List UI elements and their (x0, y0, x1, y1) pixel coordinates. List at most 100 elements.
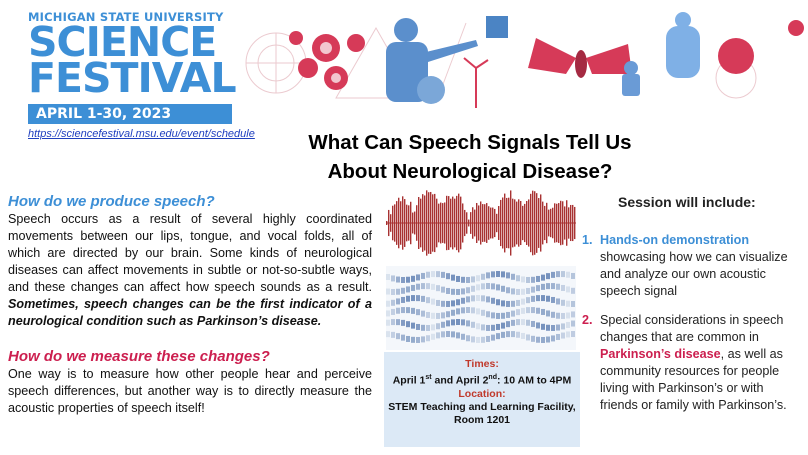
spectrogram-cell (421, 283, 425, 290)
heading-produce-speech: How do we produce speech? (8, 193, 215, 210)
waveform-bar (566, 200, 568, 246)
spectrogram-cell (551, 335, 555, 342)
spectrogram-cell (571, 331, 575, 338)
spectrogram-cell (391, 288, 395, 295)
session-item-2-text-a: Special considerations in speech changes… (600, 313, 784, 344)
waveform-bar (416, 205, 418, 241)
spectrogram-cell (536, 307, 540, 314)
spectrogram-cell (541, 308, 545, 315)
spectrogram-cell (471, 276, 475, 283)
spectrogram-cell (536, 285, 540, 292)
waveform-bar (402, 196, 404, 250)
spectrogram-cell (466, 296, 470, 303)
spectrogram-cell (426, 297, 430, 304)
waveform-bar (498, 206, 500, 240)
science-collage-illustration (245, 12, 804, 108)
times-value: April 1st and April 2nd: 10 AM to 4PM (392, 374, 572, 387)
waveform-bar (440, 202, 442, 244)
spectrogram-cell (391, 299, 395, 306)
spectrogram-cell (531, 307, 535, 314)
waveform-bar (430, 191, 432, 255)
waveform-bar (502, 197, 504, 249)
spectrogram-cell (431, 324, 435, 331)
spectrogram-cell (466, 335, 470, 342)
spectrogram-cell (411, 275, 415, 282)
spectrogram-cell (516, 309, 520, 316)
waveform-bar (394, 204, 396, 242)
session-heading: Session will include: (618, 194, 756, 210)
spectrogram-cell (491, 271, 495, 278)
waveform-bar (448, 196, 450, 250)
spectrogram-cell (496, 333, 500, 340)
spectrogram-cell (561, 284, 565, 291)
spectrogram-cell (526, 334, 530, 341)
spectrogram-cell (391, 319, 395, 326)
spectrogram-cell (406, 335, 410, 342)
spectrogram-cell (406, 307, 410, 314)
waveform-bar (516, 201, 518, 245)
spectrogram-cell (481, 295, 485, 302)
spectrogram-cell (511, 273, 515, 280)
spectrogram-cell (466, 320, 470, 327)
spectrogram-cell (416, 283, 420, 290)
waveform-bar (522, 205, 524, 241)
waveform-bar (398, 197, 400, 249)
spectrogram-cell (461, 307, 465, 314)
spectrogram-cell (431, 333, 435, 340)
waveform-bar (552, 207, 554, 239)
spectrogram-cell (561, 312, 565, 319)
spectrogram-cell (436, 271, 440, 278)
spectrogram-cell (441, 331, 445, 338)
spectrogram-cell (481, 324, 485, 331)
waveform-bar (460, 196, 462, 250)
spectrogram-cell (531, 335, 535, 342)
spectrogram-cell (411, 307, 415, 314)
spectrogram-cell (496, 284, 500, 291)
spectrogram-cell (551, 324, 555, 331)
spectrogram-cell (521, 332, 525, 339)
waveform-bar (452, 196, 454, 250)
waveform-bar (470, 212, 472, 234)
spectrogram-cell (401, 307, 405, 314)
spectrogram-cell (571, 311, 575, 318)
spectrogram-cell (451, 274, 455, 281)
spectrogram-cell (431, 283, 435, 290)
spectrogram-cell (411, 336, 415, 343)
spectrogram-cell (491, 312, 495, 319)
waveform-bar (496, 213, 498, 233)
session-item-2-number: 2. (582, 313, 593, 327)
spectrogram-cell (481, 283, 485, 290)
spectrogram-cell (471, 295, 475, 302)
spectrogram-cell (436, 323, 440, 330)
session-item-2-highlight: Parkinson’s disease (600, 347, 721, 361)
waveform-bar (542, 201, 544, 245)
spectrogram-cell (506, 300, 510, 307)
festival-dates: APRIL 1-30, 2023 (28, 104, 232, 124)
spectrogram-cell (521, 276, 525, 283)
waveform-bar (530, 193, 532, 253)
schedule-link[interactable]: https://sciencefestival.msu.edu/event/sc… (28, 128, 255, 140)
spectrogram-cell (401, 334, 405, 341)
waveform-bar (538, 198, 540, 248)
waveform-bar (458, 193, 460, 253)
spectrogram-cell (451, 309, 455, 316)
spectrogram-cell (411, 295, 415, 302)
spectrogram-cell (506, 287, 510, 294)
spectrogram-cell (461, 288, 465, 295)
spectrogram-cell (446, 287, 450, 294)
waveform-bar (550, 208, 552, 238)
spectrogram-cell (556, 333, 560, 340)
waveform-bar (426, 190, 428, 256)
waveform-bar (474, 209, 476, 237)
waveform-bar (532, 190, 534, 256)
spectrogram-cell (511, 300, 515, 307)
spectrogram-cell (516, 319, 520, 326)
waveform-bar (510, 190, 512, 256)
spectrogram-cell (531, 320, 535, 327)
waveform-bar (420, 198, 422, 248)
spectrogram-cell (556, 271, 560, 278)
waveform-bar (404, 199, 406, 247)
waveform-bar (488, 206, 490, 240)
spectrogram-cell (566, 331, 570, 338)
waveform-bar (432, 194, 434, 252)
